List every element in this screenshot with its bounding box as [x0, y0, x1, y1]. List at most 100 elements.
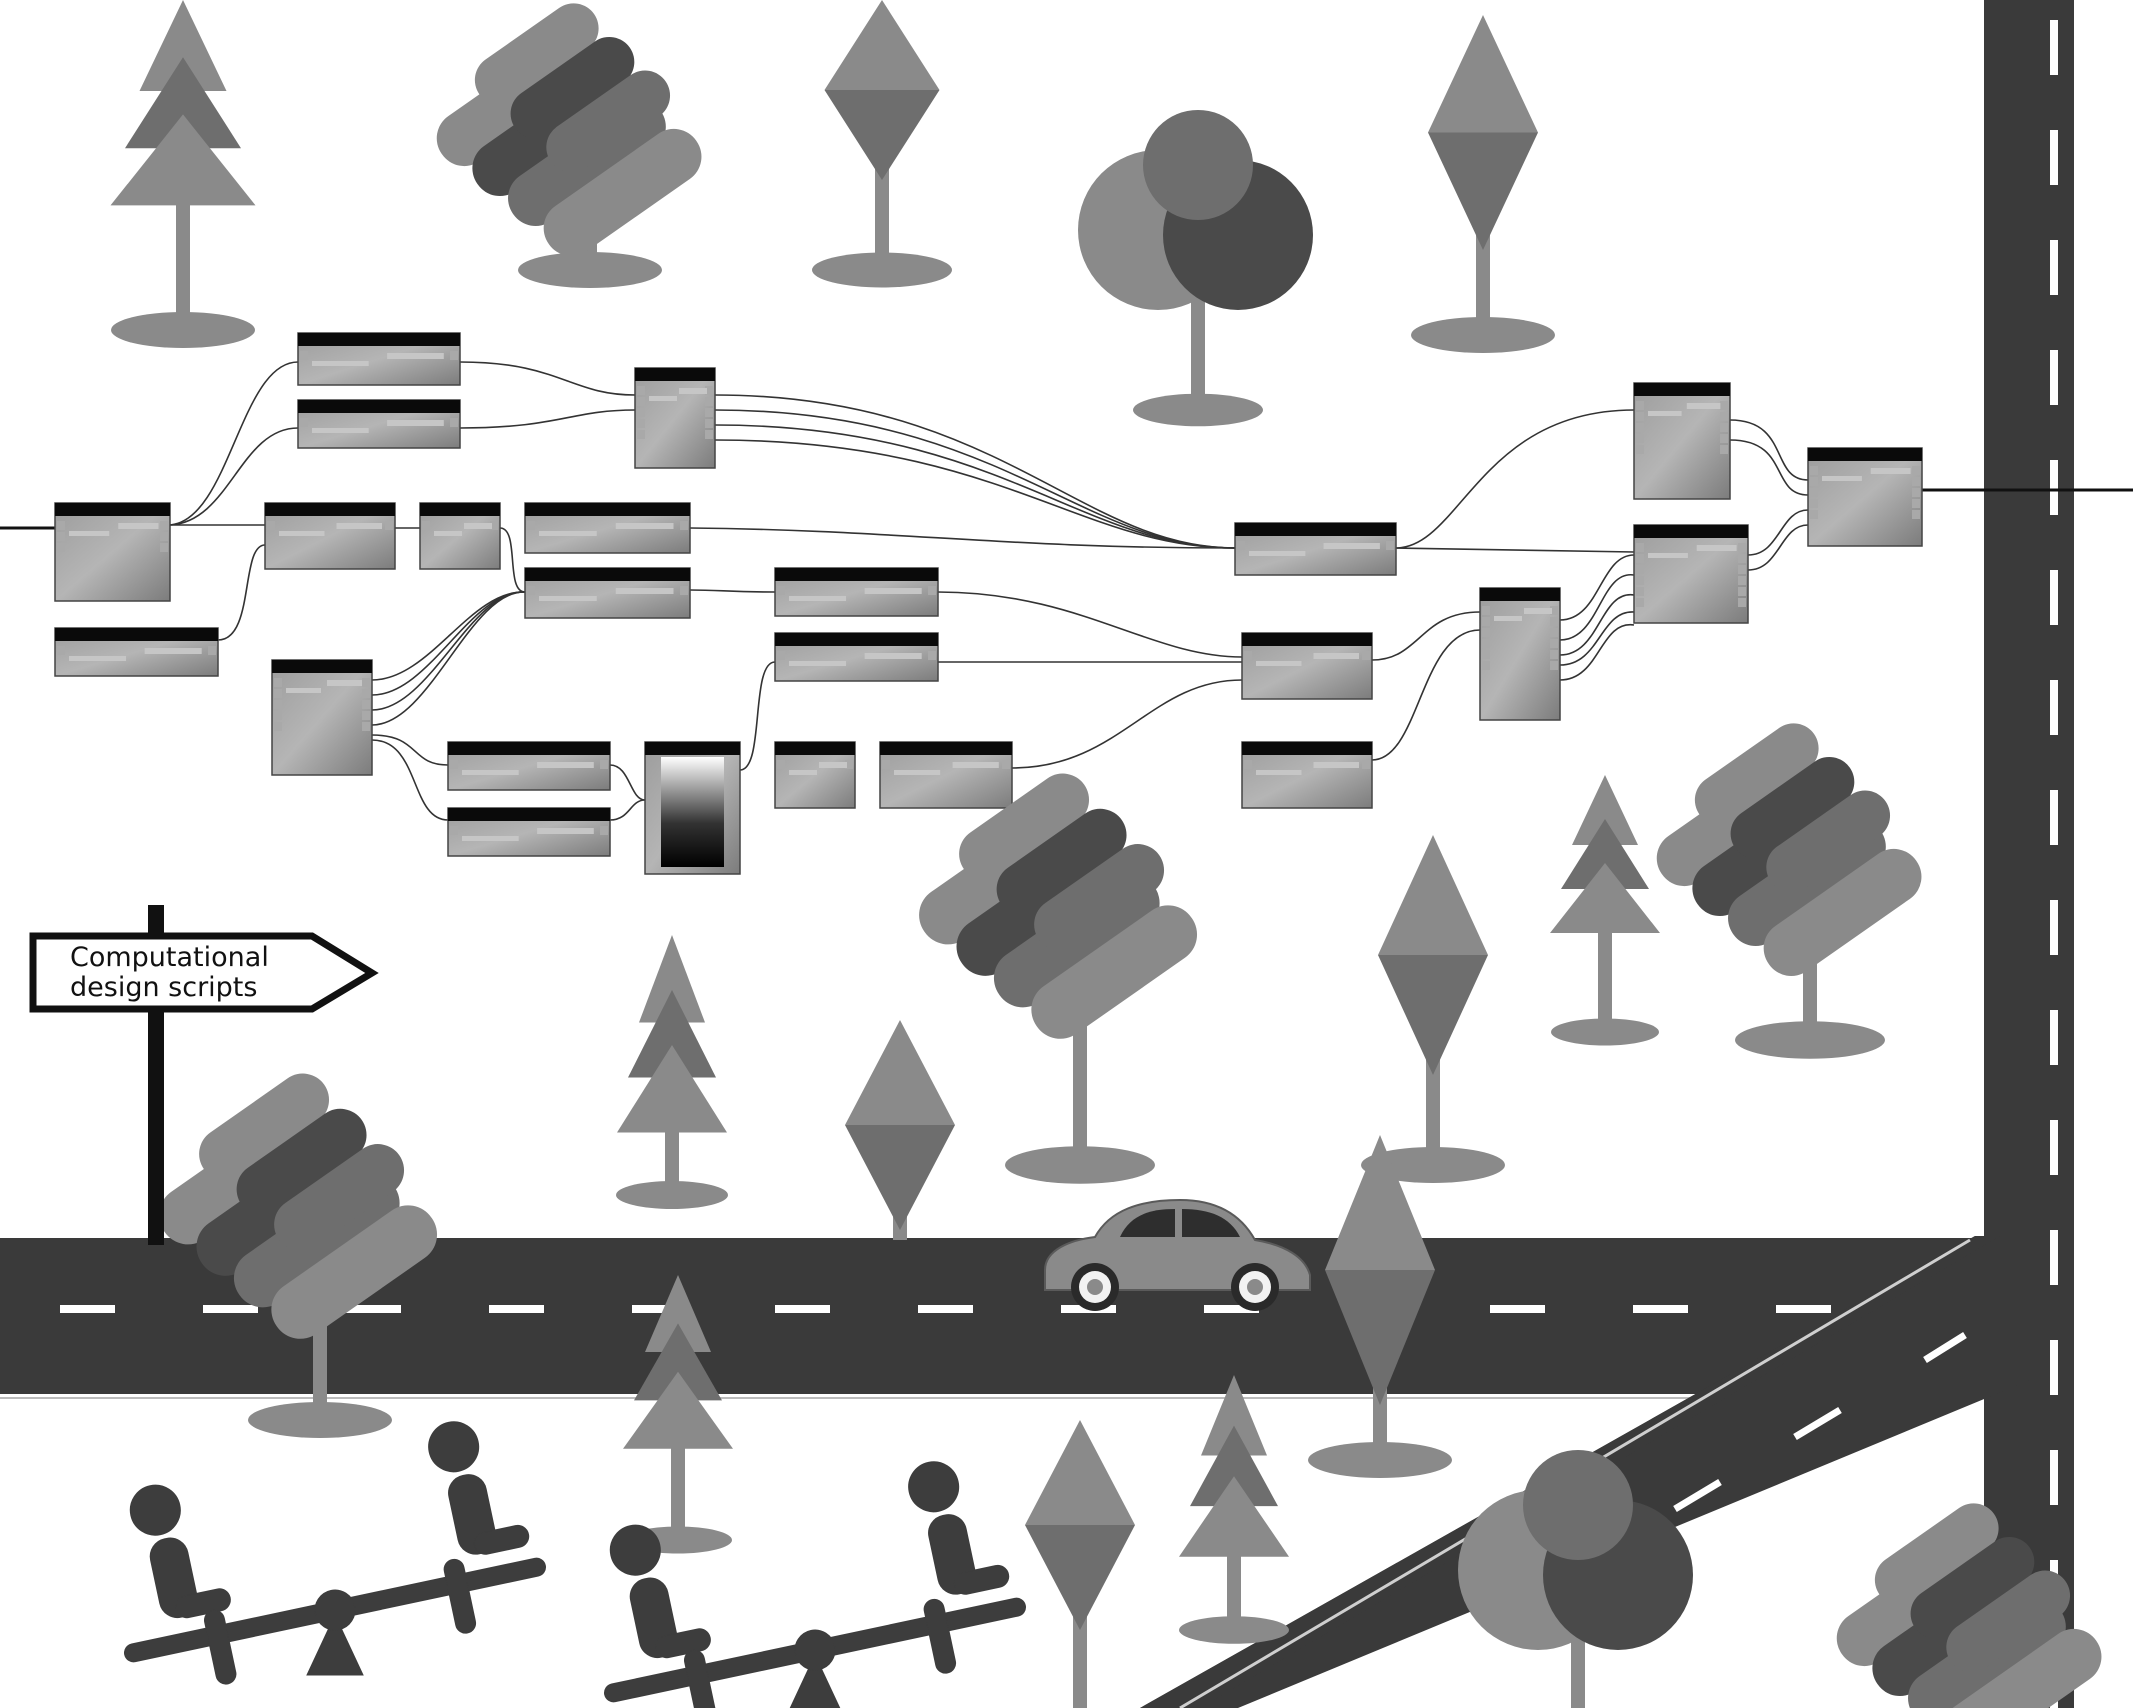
node-port	[274, 722, 282, 731]
node-port	[928, 586, 936, 595]
road-dash	[632, 1305, 687, 1313]
canopy-pill	[1874, 1503, 1999, 1605]
graph-node	[271, 659, 373, 776]
pine-tree-icon	[1550, 775, 1660, 1046]
node-header	[775, 742, 855, 755]
pill-cluster-tree-icon	[919, 773, 1198, 1184]
pine-layer	[617, 1045, 727, 1133]
node-field	[1696, 545, 1737, 551]
node-port	[1244, 760, 1252, 769]
node-header	[1634, 525, 1748, 538]
node-port	[274, 711, 282, 720]
canopy-pill	[1034, 844, 1165, 951]
road-dash	[2050, 1230, 2058, 1285]
node-header	[1480, 588, 1560, 601]
node-port	[1720, 412, 1728, 421]
road-dash	[1923, 1332, 1967, 1363]
node-port	[680, 586, 688, 595]
graph-node	[1241, 632, 1373, 700]
canopy	[1523, 1450, 1633, 1560]
node-port	[362, 689, 370, 698]
node-field	[1822, 476, 1862, 481]
road-dash	[918, 1305, 973, 1313]
node-port	[1482, 661, 1490, 670]
node-port	[637, 386, 645, 395]
round-tree-icon	[1458, 1450, 1693, 1708]
seesaw-pivot	[314, 1589, 356, 1631]
node-port	[1386, 541, 1394, 550]
pine-layer	[1550, 863, 1660, 933]
tree-trunk	[1598, 915, 1612, 1032]
node-port	[527, 586, 535, 595]
node-port	[208, 646, 216, 655]
node-port	[1550, 617, 1558, 626]
canopy-pill	[1946, 1570, 2071, 1673]
node-field	[789, 661, 847, 666]
road-dash	[1329, 1696, 1361, 1708]
node-field	[1870, 468, 1911, 474]
node-field	[1256, 661, 1302, 666]
child-shin	[684, 1649, 717, 1708]
node-port	[1237, 541, 1245, 550]
node-field	[434, 531, 462, 536]
pill-cluster-tree-icon	[1656, 723, 1922, 1059]
node-port	[300, 418, 308, 427]
node-port	[274, 700, 282, 709]
node-port	[777, 760, 785, 769]
node-port	[1636, 576, 1644, 585]
node-port	[705, 386, 713, 395]
diamond-bottom	[845, 1125, 955, 1230]
canopy-pill	[1943, 1628, 2102, 1708]
canopy-pill	[546, 70, 671, 173]
child-figure	[129, 1484, 237, 1685]
node-port	[845, 760, 853, 769]
node-port	[1482, 639, 1490, 648]
pine-tree-icon	[616, 935, 728, 1209]
node-port	[1636, 565, 1644, 574]
diamond-tree-icon	[1308, 1135, 1452, 1478]
node-header	[55, 628, 218, 641]
tree-trunk	[1373, 1378, 1387, 1460]
diamond-bottom	[1025, 1525, 1135, 1630]
node-field	[539, 531, 597, 536]
node-body	[1633, 382, 1731, 500]
canopy-pill	[1763, 848, 1922, 977]
node-field	[464, 523, 492, 529]
node-port	[1912, 510, 1920, 519]
canopy	[159, 1073, 438, 1339]
tree-trunk	[875, 162, 889, 270]
pine-layer	[1572, 775, 1638, 845]
diamond-tree-icon	[1361, 835, 1505, 1183]
child-shin	[204, 1609, 237, 1685]
node-port	[1912, 499, 1920, 508]
node-port	[267, 521, 275, 530]
road-dash	[2050, 1120, 2058, 1175]
node-port	[1912, 466, 1920, 475]
canopy-pill	[510, 36, 635, 139]
node-field	[1648, 553, 1688, 558]
child-head	[908, 1461, 960, 1513]
node-port	[705, 419, 713, 428]
node-port	[705, 408, 713, 417]
child-head	[609, 1524, 661, 1576]
node-field	[69, 531, 110, 536]
diamond-bottom	[1378, 955, 1488, 1075]
node-port	[637, 430, 645, 439]
node-port	[600, 826, 608, 835]
road-dash	[2050, 1450, 2058, 1505]
node-port	[362, 700, 370, 709]
canopy-pill	[1766, 790, 1891, 893]
node-port	[362, 678, 370, 687]
node-port	[1362, 760, 1370, 769]
road-dash	[1793, 1406, 1842, 1441]
node-field	[1249, 551, 1306, 556]
round-tree-icon	[1078, 110, 1313, 427]
graph-node	[1479, 587, 1561, 721]
node-field	[537, 828, 594, 834]
node-port	[1738, 554, 1746, 563]
seesaw-right	[604, 1461, 1026, 1708]
canopy-pill	[474, 3, 599, 105]
signpost-label-line-2: design scripts	[70, 972, 257, 1003]
road-dash	[2050, 1010, 2058, 1065]
